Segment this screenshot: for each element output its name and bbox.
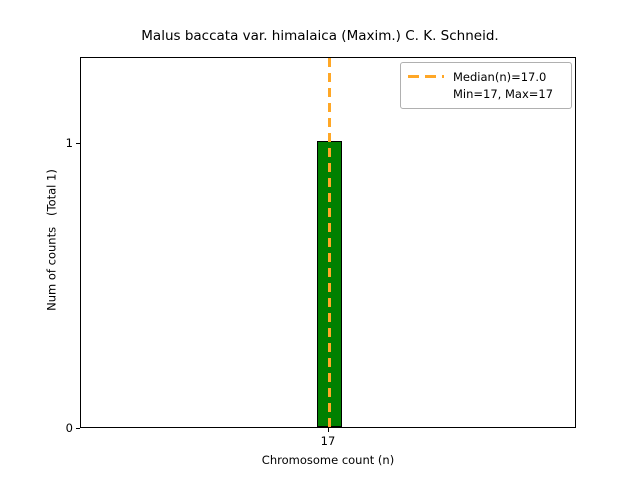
legend-entry-median: Median(n)=17.0 [408,68,564,85]
y-tick-label-1-wrap: 1 [40,137,73,149]
plot-area [80,57,576,429]
chart-title: Malus baccata var. himalaica (Maxim.) C.… [141,28,499,44]
blank-swatch-icon [408,92,444,95]
y-tick-label-0: 0 [65,421,73,435]
legend: Median(n)=17.0 Min=17, Max=17 [400,62,572,109]
x-axis-label: Chromosome count (n) [261,453,395,467]
legend-label-median: Median(n)=17.0 [453,69,547,84]
legend-label-minmax: Min=17, Max=17 [453,86,554,101]
y-tick-label-0-wrap: 0 [40,422,73,434]
legend-entry-minmax: Min=17, Max=17 [408,85,564,102]
y-tick-mark-0 [76,427,80,429]
y-tick-label-1: 1 [65,136,73,150]
x-tick-mark-17 [328,428,330,432]
dashed-line-icon [408,75,444,78]
y-axis-label: Num of counts (Total 1) [44,169,59,311]
x-tick-label-17: 17 [320,434,336,448]
y-tick-mark-1 [76,143,80,145]
median-line [328,58,331,429]
